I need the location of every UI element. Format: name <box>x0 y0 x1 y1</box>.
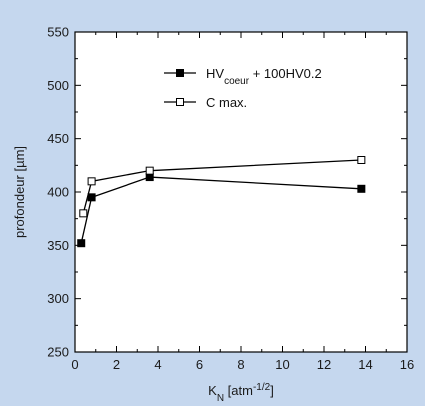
x-tick-label: 10 <box>275 357 289 372</box>
x-axis-title-unit-suffix: ] <box>270 383 274 398</box>
x-tick-label: 4 <box>154 357 161 372</box>
series-1-point <box>145 166 154 175</box>
y-tick-label: 550 <box>47 25 69 40</box>
x-tick-label: 12 <box>317 357 331 372</box>
y-tick-label: 350 <box>47 238 69 253</box>
legend-label-1: C max. <box>206 95 247 110</box>
legend-label-0: HVcoeur + 100HV0.2 <box>206 66 322 87</box>
legend: HVcoeur + 100HV0.2C max. <box>164 66 322 110</box>
x-tick-label: 2 <box>113 357 120 372</box>
series-1-point <box>87 177 96 186</box>
legend-marker-0 <box>176 69 184 77</box>
plot-area <box>74 31 408 353</box>
x-axis-title-sub: N <box>217 393 224 404</box>
y-tick-label: 400 <box>47 185 69 200</box>
y-tick-label: 500 <box>47 78 69 93</box>
series-0-point <box>87 193 96 202</box>
x-axis-title: KN [atm-1/2] <box>208 382 274 404</box>
axis-ticks: 0 2 4 6 8 10 12 14 16 250 300 350 400 450 500 550 <box>47 25 414 373</box>
y-axis-title: profondeur [µm] <box>12 146 27 238</box>
series-1-point <box>79 209 88 218</box>
series-0-point <box>357 184 366 193</box>
x-axis-title-unit-prefix: [atm <box>224 383 253 398</box>
legend-marker-1 <box>176 98 184 106</box>
x-axis-title-base: K <box>208 383 217 398</box>
series-0-point <box>77 239 86 248</box>
x-tick-label: 0 <box>71 357 78 372</box>
x-tick-label: 6 <box>196 357 203 372</box>
x-tick-label: 16 <box>400 357 414 372</box>
x-axis-title-sup: -1/2 <box>253 382 271 393</box>
y-tick-label: 450 <box>47 131 69 146</box>
x-tick-label: 8 <box>237 357 244 372</box>
x-tick-label: 14 <box>358 357 372 372</box>
legend-label-base: HV <box>206 66 224 81</box>
legend-label-sub: coeur <box>224 76 250 87</box>
y-tick-label: 300 <box>47 291 69 306</box>
legend-label-base: C max. <box>206 95 247 110</box>
series-0-line <box>80 176 362 244</box>
series-1-line <box>82 159 362 214</box>
series-1-point <box>357 156 366 164</box>
legend-label-rest: + 100HV0.2 <box>249 66 322 81</box>
series-layer <box>77 156 366 248</box>
y-tick-label: 250 <box>47 345 69 360</box>
